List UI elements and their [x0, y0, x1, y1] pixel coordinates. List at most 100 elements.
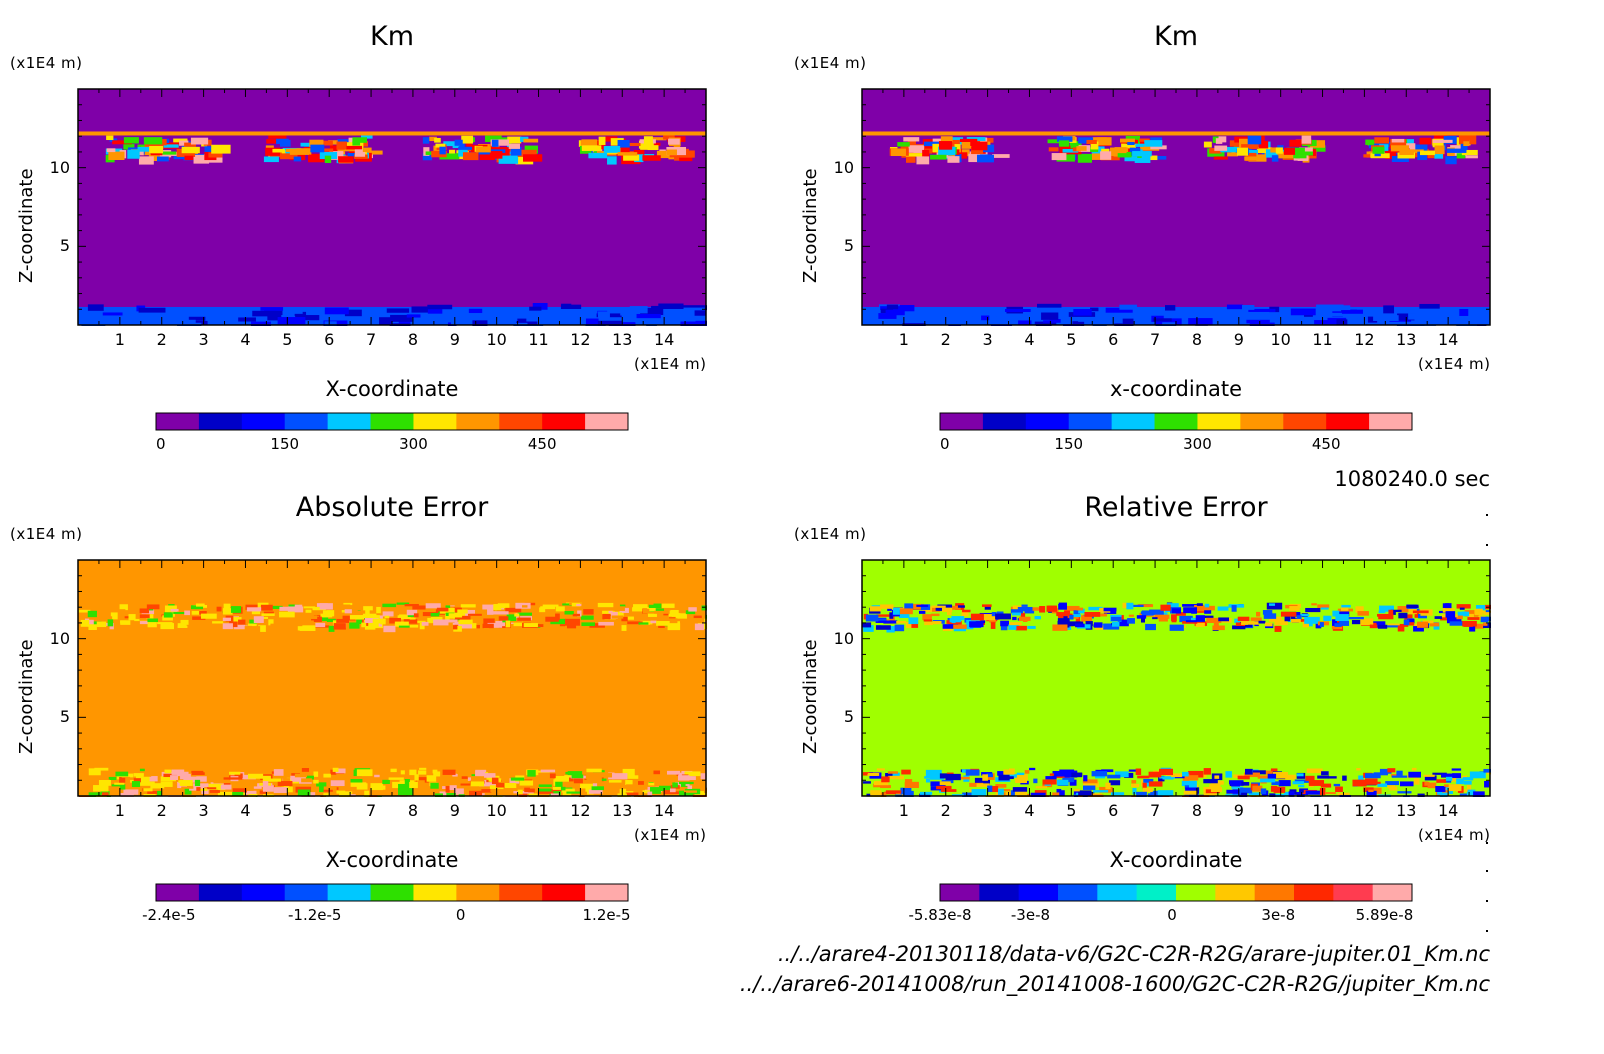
y-axis-unit: (x1E4 m) — [794, 54, 867, 72]
x-tick-label: 1 — [898, 330, 909, 349]
colorbar-swatch — [1025, 413, 1070, 430]
x-tick-label: 9 — [449, 801, 460, 820]
x-tick-label: 10 — [486, 801, 507, 820]
x-tick-label: 2 — [940, 330, 951, 349]
margin-dot — [1486, 544, 1488, 546]
colorbar-swatch — [1369, 413, 1413, 430]
colorbar-tick-label: -3e-8 — [1010, 906, 1051, 924]
colorbar-swatch — [1254, 884, 1295, 901]
x-tick-label: 14 — [653, 801, 675, 820]
file-path-1: ../../arare4-20130118/data-v6/G2C-C2R-R2… — [777, 942, 1490, 966]
colorbar-frame — [939, 883, 1413, 902]
x-tick-label: 4 — [1024, 330, 1035, 349]
x-tick-label: 10 — [1270, 801, 1291, 820]
x-tick-label: 8 — [1191, 330, 1203, 349]
colorbar-swatch — [1111, 413, 1156, 430]
x-tick-label: 6 — [324, 801, 335, 820]
x-tick-label: 1 — [114, 330, 125, 349]
colorbar — [939, 883, 1413, 902]
plot-area — [861, 88, 1491, 326]
colorbar-swatch — [456, 413, 500, 430]
x-tick-label: 11 — [1312, 801, 1333, 820]
time-label: 1080240.0 sec — [1334, 467, 1490, 491]
x-axis-label: X-coordinate — [325, 377, 459, 401]
colorbar-swatch — [370, 413, 414, 430]
x-tick-label: 14 — [653, 330, 675, 349]
colorbar-frame — [155, 412, 629, 431]
colorbar-swatch — [284, 884, 329, 901]
x-axis-label: X-coordinate — [1109, 848, 1243, 872]
colorbar — [155, 883, 629, 902]
y-tick-label: 10 — [49, 628, 70, 648]
colorbar-swatch — [940, 413, 984, 430]
panel-title: Km — [369, 21, 415, 52]
x-axis-unit: (x1E4 m) — [634, 355, 707, 373]
field-texture — [862, 602, 1491, 797]
panel-title: Relative Error — [1084, 492, 1268, 523]
colorbar-swatch — [542, 884, 586, 901]
margin-dot — [1486, 842, 1488, 844]
colorbar-tick-label: 300 — [1183, 435, 1212, 453]
x-tick-label: 8 — [1191, 801, 1203, 820]
x-tick-label: 14 — [1437, 330, 1459, 349]
colorbar-swatch — [1176, 884, 1216, 901]
colorbar-swatch — [1197, 413, 1241, 430]
plot-background — [78, 89, 706, 325]
colorbar-swatch — [1333, 884, 1374, 901]
colorbar-swatch — [241, 884, 286, 901]
colorbar-tick-label: 450 — [1311, 435, 1341, 453]
plot-background — [862, 89, 1490, 325]
colorbar-swatch — [1154, 413, 1198, 430]
y-axis-unit: (x1E4 m) — [10, 54, 83, 72]
x-axis-unit: (x1E4 m) — [1418, 355, 1491, 373]
margin-dot — [1486, 930, 1488, 932]
colorbar-swatch — [1215, 884, 1256, 901]
x-tick-label: 11 — [528, 801, 549, 820]
colorbar-swatch — [1294, 884, 1334, 901]
y-axis-label: Z-coordinate — [800, 639, 821, 754]
colorbar-swatch — [1326, 413, 1370, 430]
y-axis-label: Z-coordinate — [16, 168, 37, 283]
colorbar-swatch — [327, 884, 372, 901]
colorbar-tick-label: 5.89e-8 — [1355, 906, 1414, 924]
x-tick-label: 12 — [570, 801, 591, 820]
colorbar-swatch — [198, 884, 243, 901]
file-path-2: ../../arare6-20141008/run_20141008-1600/… — [739, 972, 1490, 996]
colorbar-swatch — [327, 413, 372, 430]
x-tick-label: 3 — [982, 330, 993, 349]
colorbar-swatch — [413, 413, 457, 430]
colorbar-swatch — [156, 884, 200, 901]
colorbar-frame — [155, 883, 629, 902]
y-axis-unit: (x1E4 m) — [10, 525, 83, 543]
x-tick-label: 12 — [1354, 801, 1375, 820]
x-tick-label: 5 — [1066, 330, 1077, 349]
colorbar — [939, 412, 1413, 431]
x-tick-label: 2 — [156, 801, 167, 820]
colorbar-swatch — [982, 413, 1027, 430]
y-tick-label: 5 — [59, 236, 70, 256]
x-tick-label: 8 — [407, 801, 419, 820]
panel-title: Absolute Error — [295, 492, 489, 523]
colorbar-swatch — [370, 884, 414, 901]
x-tick-label: 11 — [1312, 330, 1333, 349]
colorbar-tick-label: 1.2e-5 — [582, 906, 631, 924]
y-axis-label: Z-coordinate — [16, 639, 37, 754]
colorbar-swatch — [585, 884, 629, 901]
colorbar-tick-label: 150 — [1054, 435, 1084, 453]
colorbar-tick-label: -5.83e-8 — [908, 906, 972, 924]
y-tick-label: 10 — [833, 628, 854, 648]
x-tick-label: 13 — [612, 330, 633, 349]
x-tick-label: 3 — [982, 801, 993, 820]
colorbar-swatch — [1097, 884, 1138, 901]
colorbar-swatch — [1018, 884, 1059, 901]
field-texture — [862, 131, 1490, 326]
colorbar-swatch — [1372, 884, 1413, 901]
colorbar-frame — [939, 412, 1413, 431]
colorbar-swatch — [1283, 413, 1327, 430]
colorbar-tick-label: 0 — [1167, 906, 1177, 924]
x-tick-label: 4 — [1024, 801, 1035, 820]
colorbar-tick-label: -2.4e-5 — [142, 906, 196, 924]
x-tick-label: 9 — [1233, 801, 1244, 820]
colorbar-swatch — [241, 413, 286, 430]
